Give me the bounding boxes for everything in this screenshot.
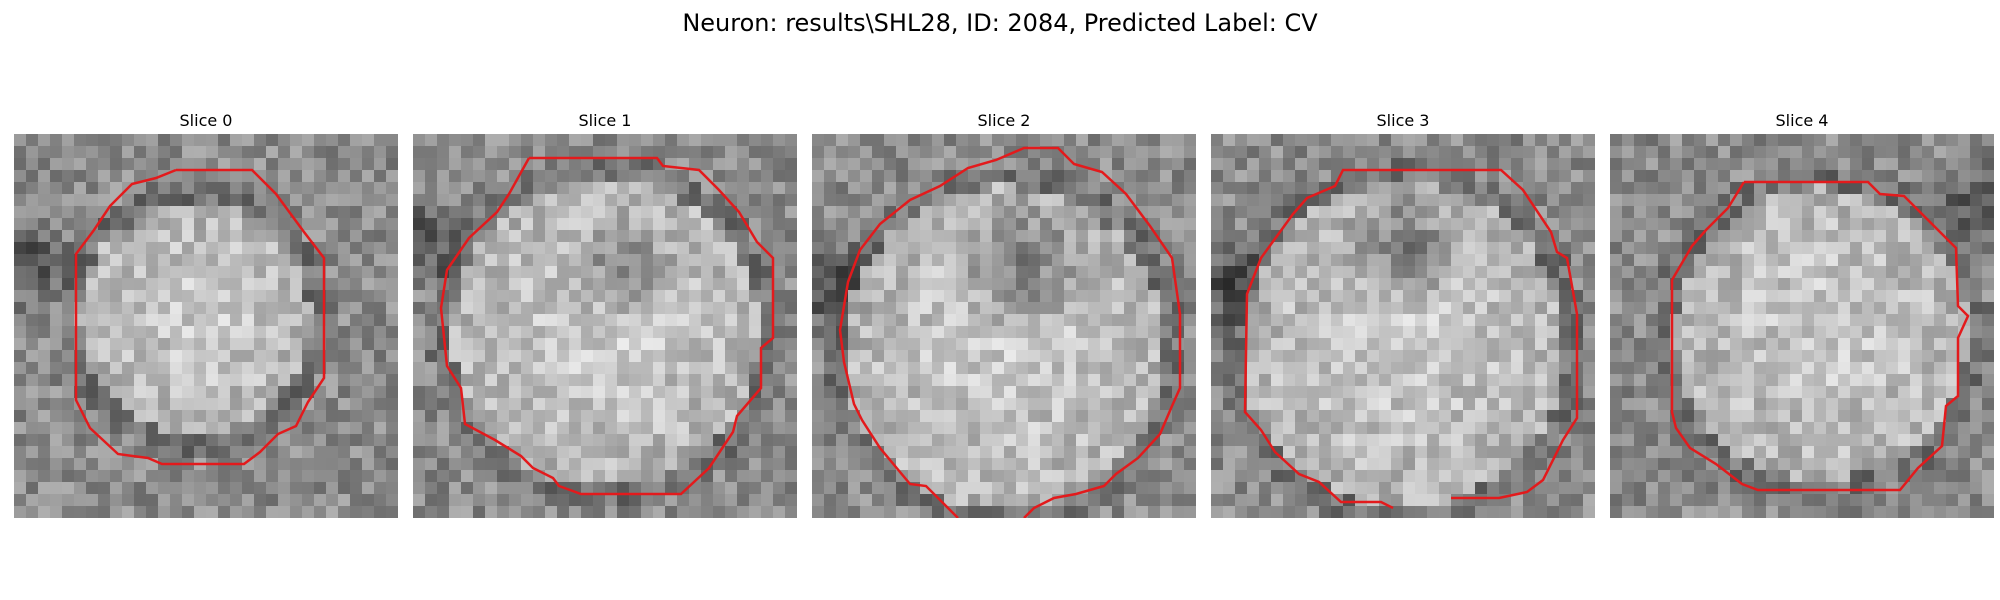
roi-contour	[74, 168, 326, 466]
slice-image	[14, 134, 398, 518]
slice-title: Slice 1	[578, 111, 632, 130]
slice-panel-3: Slice 3	[1211, 110, 1595, 518]
slice-image	[1211, 134, 1595, 518]
grayscale-pixels	[812, 134, 1196, 518]
slice-panel-0: Slice 0	[14, 110, 398, 518]
grayscale-pixels	[1610, 134, 1994, 518]
slice-panel-1: Slice 1	[413, 110, 797, 518]
roi-contour	[1670, 180, 1970, 492]
slice-title: Slice 2	[977, 111, 1031, 130]
slice-title: Slice 0	[179, 111, 233, 130]
slice-title: Slice 3	[1376, 111, 1430, 130]
roi-contour	[838, 146, 1182, 518]
slice-image	[812, 134, 1196, 518]
slice-panel-2: Slice 2	[812, 110, 1196, 518]
slice-title: Slice 4	[1775, 111, 1829, 130]
roi-contour	[1243, 168, 1579, 510]
figure-title: Neuron: results\SHL28, ID: 2084, Predict…	[682, 9, 1318, 37]
grayscale-pixels	[14, 134, 398, 518]
roi-contour	[439, 156, 775, 496]
grayscale-pixels	[413, 134, 797, 518]
slice-image	[1610, 134, 1994, 518]
slice-panel-4: Slice 4	[1610, 110, 1994, 518]
grayscale-pixels	[1211, 134, 1595, 518]
slice-image	[413, 134, 797, 518]
